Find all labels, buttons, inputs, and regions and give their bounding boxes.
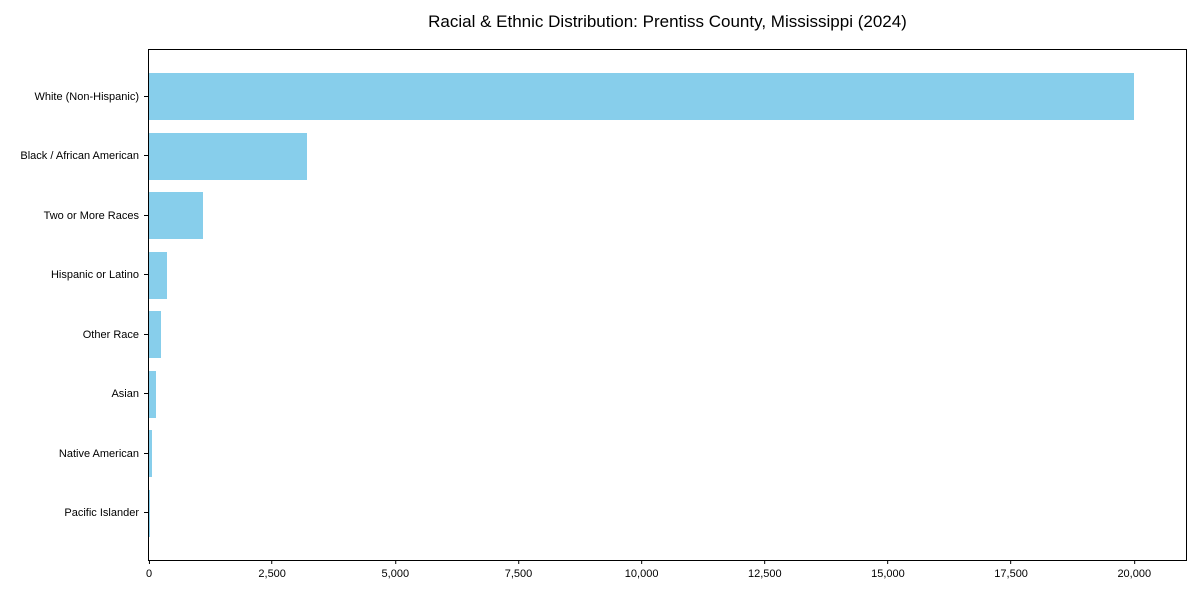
y-tick-mark: [144, 95, 148, 97]
x-tick-20-000: 20,000: [1117, 560, 1151, 580]
bar-asian: [149, 370, 156, 418]
y-axis-label-two-or-more-races: Two or More Races: [43, 209, 139, 222]
x-tick-label: 15,000: [871, 568, 905, 580]
y-axis-label-asian: Asian: [111, 388, 139, 401]
y-axis-label-hispanic-or-latino: Hispanic or Latino: [50, 269, 139, 282]
x-tick-mark: [1133, 560, 1135, 564]
bar-row: Native American: [59, 424, 1186, 484]
y-tick-mark: [144, 155, 148, 157]
bar-white-non-hispanic: [149, 73, 1135, 121]
y-axis-label-native-american: Native American: [58, 447, 139, 460]
bar-row: Other Race: [83, 305, 1186, 365]
bar-row: Two or More Races: [44, 186, 1186, 246]
y-tick-mark: [144, 393, 148, 395]
chart-title: Racial & Ethnic Distribution: Prentiss C…: [428, 12, 907, 31]
x-tick-mark: [148, 560, 150, 564]
y-tick-mark: [144, 214, 148, 216]
plot-area: White (Non-Hispanic) Black / African Amer…: [20, 49, 1187, 580]
x-tick-label: 2,500: [258, 568, 286, 580]
y-axis-label-other-race: Other Race: [82, 328, 139, 341]
y-tick-mark: [144, 452, 148, 454]
x-tick-7-500: 7,500: [504, 560, 533, 580]
bar-hispanic-or-latino: [149, 251, 168, 299]
x-tick-10-000: 10,000: [624, 560, 659, 580]
x-tick-label: 17,500: [994, 568, 1028, 580]
x-tick-0: 0: [146, 560, 152, 580]
x-tick-label: 10,000: [624, 568, 659, 580]
bar-black-african-american: [149, 132, 307, 180]
bar-two-or-more-races: [149, 192, 204, 240]
x-tick-mark: [517, 560, 519, 564]
x-tick-2-500: 2,500: [258, 560, 286, 580]
x-tick-5-000: 5,000: [381, 560, 410, 580]
bar-row: Black / African American: [20, 127, 1186, 187]
y-tick-mark: [144, 274, 148, 276]
y-axis-label-white-non-hispanic: White (Non-Hispanic): [34, 90, 139, 103]
y-axis-label-black-african-american: Black / African American: [20, 150, 139, 163]
y-tick-mark: [144, 333, 148, 335]
x-tick-mark: [887, 560, 889, 564]
x-tick-17-500: 17,500: [994, 560, 1028, 580]
x-tick-mark: [394, 560, 396, 564]
bar-row: Pacific Islander: [64, 484, 1186, 544]
x-tick-label: 0: [145, 568, 153, 580]
x-tick-mark: [1010, 560, 1012, 564]
bar-row: Asian: [111, 365, 1186, 425]
x-tick-15-000: 15,000: [871, 560, 905, 580]
bar-row: Hispanic or Latino: [51, 246, 1186, 306]
x-tick-label: 7,500: [504, 568, 533, 580]
x-tick-mark: [641, 560, 643, 564]
x-tick-label: 5,000: [381, 568, 410, 580]
x-tick-mark: [271, 560, 273, 564]
bar-other-race: [149, 311, 161, 359]
x-tick-mark: [764, 560, 766, 564]
bar-native-american: [149, 430, 152, 478]
x-tick-label: 12,500: [747, 568, 782, 580]
y-axis-label-pacific-islander: Pacific Islander: [64, 507, 139, 520]
bars-container: White (Non-Hispanic) Black / African Amer…: [20, 50, 1186, 560]
y-tick-mark: [144, 512, 148, 514]
bar-row: White (Non-Hispanic): [34, 67, 1186, 127]
x-tick-label: 20,000: [1117, 568, 1152, 580]
x-tick-12-500: 12,500: [748, 560, 782, 580]
